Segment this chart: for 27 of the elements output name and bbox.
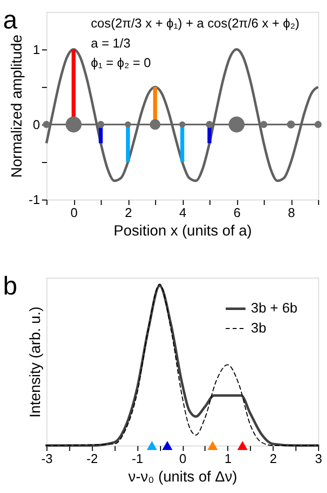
chart-title: a xyxy=(2,6,18,35)
y-tick-label: 1 xyxy=(32,42,40,57)
x-tick-label: -2 xyxy=(86,450,98,466)
x-tick-label: 2 xyxy=(270,450,277,466)
chart-title: b xyxy=(2,272,18,300)
y-axis-title: Normalized amplitude xyxy=(10,34,26,178)
x-tick-label: -1 xyxy=(132,450,144,466)
y-axis-title: Intensity (arb. u.) xyxy=(28,306,44,418)
x-tick-label: -3 xyxy=(41,450,53,466)
x-tick-label: 8 xyxy=(288,204,296,220)
x-axis-title: Position x (units of a) xyxy=(114,224,252,240)
x-tick-label: 0 xyxy=(179,450,186,466)
annotation: cos(2π/3 x + ϕ₁) + a cos(2π/6 x + ϕ₂) xyxy=(90,16,300,31)
y-tick-label: -1 xyxy=(28,192,40,207)
legend-label: 3b + 6b xyxy=(250,300,298,316)
x-tick-label: 3 xyxy=(315,450,322,466)
x-tick-label: 4 xyxy=(179,204,186,220)
x-tick-label: 1 xyxy=(224,450,232,466)
y-tick-label: 0 xyxy=(32,116,40,132)
x-tick-label: 0 xyxy=(70,204,78,220)
legend-label: 3b xyxy=(250,319,267,336)
line-series xyxy=(45,48,320,182)
annotation: ϕ₁ = ϕ₂ = 0 xyxy=(90,55,151,70)
annotation: a = 1/3 xyxy=(90,35,130,50)
x-axis-title: ν-ν₀ (units of Δν) xyxy=(128,470,238,486)
x-tick-label: 6 xyxy=(234,204,241,220)
x-tick-label: 2 xyxy=(124,204,132,220)
